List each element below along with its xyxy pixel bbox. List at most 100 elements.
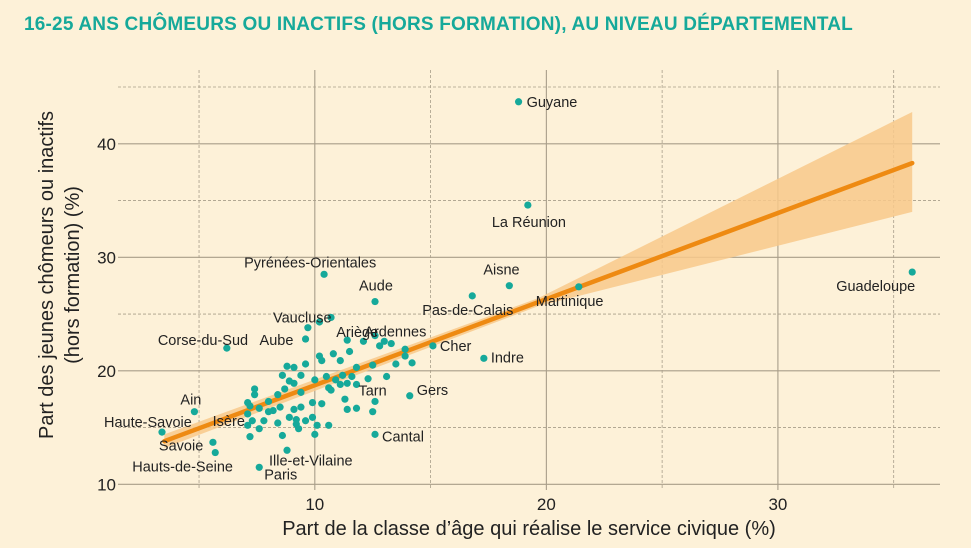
data-point bbox=[278, 431, 286, 440]
point-label: Indre bbox=[491, 350, 524, 366]
data-point bbox=[352, 404, 361, 412]
data-point bbox=[301, 360, 310, 368]
chart-title: 16-25 ANS CHÔMEURS OU INACTIFS (HORS FOR… bbox=[24, 14, 853, 35]
data-point-tarn bbox=[352, 380, 361, 389]
y-tick-label: 20 bbox=[97, 362, 116, 381]
data-point-paris bbox=[255, 463, 263, 471]
data-point bbox=[352, 363, 361, 372]
data-point-aube bbox=[301, 335, 310, 343]
y-tick-label: 10 bbox=[97, 475, 116, 494]
point-label: Martinique bbox=[536, 294, 604, 310]
data-point bbox=[255, 404, 263, 412]
data-point bbox=[348, 372, 356, 381]
data-point bbox=[290, 379, 298, 387]
data-point bbox=[290, 405, 298, 414]
data-point-indre bbox=[480, 354, 488, 362]
data-point bbox=[276, 403, 284, 411]
point-label: Isère bbox=[213, 414, 245, 430]
data-point bbox=[251, 391, 259, 399]
point-label: Haute-Savoie bbox=[104, 415, 192, 431]
data-point bbox=[264, 397, 273, 406]
data-points bbox=[158, 98, 916, 471]
data-point bbox=[387, 339, 395, 348]
data-point bbox=[313, 421, 321, 429]
data-point-aisne bbox=[505, 282, 513, 290]
data-point bbox=[359, 337, 368, 345]
data-point bbox=[281, 385, 289, 393]
data-point bbox=[301, 417, 310, 425]
data-point bbox=[336, 380, 344, 389]
data-point-savoie bbox=[209, 438, 217, 446]
data-point-ille-et-vilaine bbox=[283, 446, 291, 454]
data-point bbox=[401, 352, 409, 360]
data-point bbox=[392, 360, 400, 368]
point-label: Gers bbox=[417, 383, 448, 399]
point-label: Hauts-de-Seine bbox=[132, 460, 233, 476]
data-point bbox=[339, 371, 347, 379]
point-label: Aube bbox=[260, 333, 294, 349]
point-label: Guadeloupe bbox=[836, 279, 915, 295]
point-label: La Réunion bbox=[492, 215, 566, 231]
point-label: Cher bbox=[440, 339, 472, 355]
data-point bbox=[255, 425, 263, 433]
data-point bbox=[308, 398, 317, 407]
point-label: Ardennes bbox=[364, 324, 426, 340]
data-point-ariege bbox=[343, 336, 351, 344]
data-point bbox=[343, 405, 351, 414]
data-point-pas-de-calais bbox=[468, 292, 476, 300]
data-point-guyane bbox=[514, 98, 523, 106]
data-point bbox=[325, 421, 333, 429]
data-point bbox=[376, 342, 384, 350]
point-label: Ille-et-Vilaine bbox=[269, 453, 353, 469]
data-point-haute-savoie bbox=[158, 428, 166, 436]
data-point bbox=[332, 376, 340, 384]
x-tick-label: 10 bbox=[305, 495, 324, 514]
y-axis-label-line-2: (hors formation) (%) bbox=[62, 186, 84, 364]
point-label: Paris bbox=[264, 467, 297, 483]
y-axis-label-line-1: Part des jeunes chômeurs ou inactifs bbox=[36, 111, 58, 439]
data-point bbox=[248, 417, 256, 425]
data-point bbox=[251, 385, 259, 393]
data-point-vaucluse bbox=[327, 313, 335, 322]
data-point bbox=[260, 417, 268, 425]
y-tick-label: 30 bbox=[97, 248, 116, 267]
data-point-pyrenees-orientales bbox=[320, 270, 328, 278]
point-labels: Guyane La Réunion Guadeloupe Pyrénées-Orien… bbox=[104, 95, 915, 484]
data-point bbox=[345, 347, 354, 356]
data-point-hauts-de-seine bbox=[211, 448, 219, 457]
data-point bbox=[297, 371, 305, 379]
data-point bbox=[315, 318, 324, 326]
data-point bbox=[371, 332, 379, 340]
data-point bbox=[329, 350, 337, 358]
data-point bbox=[295, 425, 303, 433]
data-point bbox=[274, 419, 282, 427]
data-point bbox=[408, 359, 416, 367]
data-point-gers bbox=[406, 392, 414, 400]
data-point bbox=[278, 371, 286, 379]
x-tick-label: 20 bbox=[537, 495, 556, 514]
data-point-isere bbox=[244, 410, 252, 418]
y-tick-label: 40 bbox=[97, 135, 116, 154]
data-point bbox=[369, 408, 377, 416]
data-point bbox=[297, 403, 305, 411]
point-label: Corse-du-Sud bbox=[158, 333, 248, 349]
point-label: Savoie bbox=[159, 438, 203, 454]
point-label: Tarn bbox=[358, 383, 386, 399]
data-point bbox=[290, 363, 298, 372]
data-point bbox=[244, 421, 252, 429]
regression-line bbox=[162, 160, 915, 444]
data-point bbox=[371, 397, 379, 406]
data-point-corse-du-sud bbox=[223, 344, 231, 352]
data-point bbox=[336, 356, 344, 365]
data-point bbox=[283, 362, 291, 370]
point-label: Ain bbox=[180, 393, 201, 409]
data-point bbox=[297, 388, 305, 396]
axis-ticks: 10 20 30 10 20 30 40 bbox=[97, 135, 787, 514]
point-label: Aisne bbox=[483, 263, 519, 279]
data-point bbox=[382, 372, 391, 381]
data-point bbox=[318, 400, 326, 408]
data-point bbox=[401, 345, 409, 353]
data-point bbox=[246, 402, 254, 410]
data-point bbox=[274, 391, 282, 399]
data-point bbox=[318, 356, 326, 365]
